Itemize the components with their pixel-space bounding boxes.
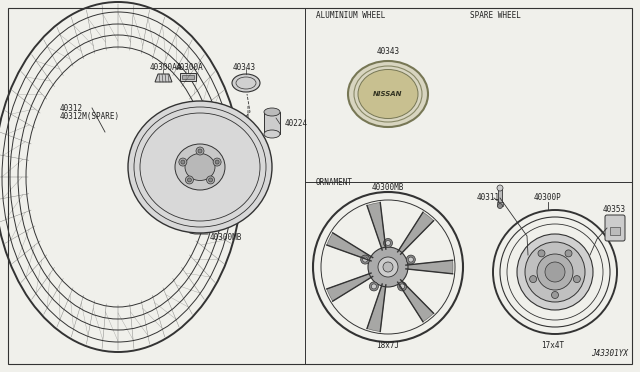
- Text: 18x7J: 18x7J: [376, 340, 399, 350]
- Circle shape: [213, 158, 221, 166]
- Text: 17x4T: 17x4T: [541, 340, 564, 350]
- Circle shape: [368, 247, 408, 287]
- Circle shape: [397, 282, 406, 291]
- Ellipse shape: [232, 74, 260, 92]
- Bar: [610, 227, 620, 235]
- Polygon shape: [397, 280, 434, 322]
- Circle shape: [525, 242, 585, 302]
- Polygon shape: [367, 284, 386, 331]
- Ellipse shape: [264, 130, 280, 138]
- Ellipse shape: [175, 144, 225, 190]
- Ellipse shape: [185, 154, 215, 180]
- Text: 40343: 40343: [376, 48, 399, 57]
- Circle shape: [537, 254, 573, 290]
- Circle shape: [378, 257, 398, 277]
- FancyBboxPatch shape: [605, 215, 625, 241]
- Circle shape: [517, 234, 593, 310]
- Circle shape: [538, 250, 545, 257]
- Ellipse shape: [264, 108, 280, 116]
- Text: J43301YX: J43301YX: [591, 349, 628, 358]
- Circle shape: [371, 284, 376, 289]
- Text: ORNAMENT: ORNAMENT: [316, 178, 353, 187]
- Text: 40300P: 40300P: [534, 192, 562, 202]
- Ellipse shape: [348, 61, 428, 127]
- Circle shape: [565, 250, 572, 257]
- Circle shape: [408, 257, 413, 262]
- Circle shape: [406, 255, 415, 264]
- Polygon shape: [327, 273, 372, 301]
- Circle shape: [179, 158, 187, 166]
- Text: 40300AA: 40300AA: [150, 62, 182, 71]
- Circle shape: [497, 203, 502, 208]
- Text: 40224: 40224: [285, 119, 308, 128]
- Polygon shape: [367, 202, 386, 250]
- Text: NISSAN: NISSAN: [373, 91, 403, 97]
- Polygon shape: [406, 260, 453, 274]
- Circle shape: [196, 147, 204, 155]
- Circle shape: [552, 292, 559, 298]
- Circle shape: [198, 149, 202, 153]
- Circle shape: [545, 262, 565, 282]
- Ellipse shape: [128, 101, 272, 233]
- Circle shape: [181, 160, 185, 164]
- Circle shape: [186, 176, 193, 184]
- Ellipse shape: [358, 70, 418, 119]
- Circle shape: [207, 176, 214, 184]
- Circle shape: [573, 276, 580, 283]
- Bar: [264, 112, 280, 134]
- Text: 40312: 40312: [60, 104, 83, 113]
- Text: 40343: 40343: [232, 62, 255, 71]
- Circle shape: [369, 282, 378, 291]
- Circle shape: [188, 178, 191, 182]
- Polygon shape: [180, 73, 196, 81]
- Circle shape: [215, 160, 219, 164]
- Circle shape: [383, 238, 392, 247]
- Circle shape: [385, 241, 390, 246]
- Circle shape: [363, 257, 367, 262]
- Text: 40300MB: 40300MB: [210, 234, 243, 243]
- Bar: [497, 202, 503, 206]
- Text: 40312M(SPARE): 40312M(SPARE): [60, 112, 120, 121]
- Text: 40311: 40311: [476, 192, 500, 202]
- Text: SPARE WHEEL: SPARE WHEEL: [470, 10, 521, 19]
- Bar: [498, 188, 502, 206]
- Circle shape: [209, 178, 212, 182]
- Polygon shape: [327, 233, 372, 261]
- Polygon shape: [155, 74, 172, 82]
- Circle shape: [497, 185, 503, 191]
- Text: 40300MB: 40300MB: [372, 183, 404, 192]
- Polygon shape: [397, 212, 434, 254]
- Circle shape: [383, 262, 393, 272]
- Text: ALUMINIUM WHEEL: ALUMINIUM WHEEL: [316, 10, 385, 19]
- Circle shape: [399, 284, 404, 289]
- Bar: [182, 75, 194, 79]
- Text: 40353: 40353: [602, 205, 625, 215]
- Text: 40300A: 40300A: [176, 62, 204, 71]
- Circle shape: [530, 276, 536, 283]
- Circle shape: [361, 255, 370, 264]
